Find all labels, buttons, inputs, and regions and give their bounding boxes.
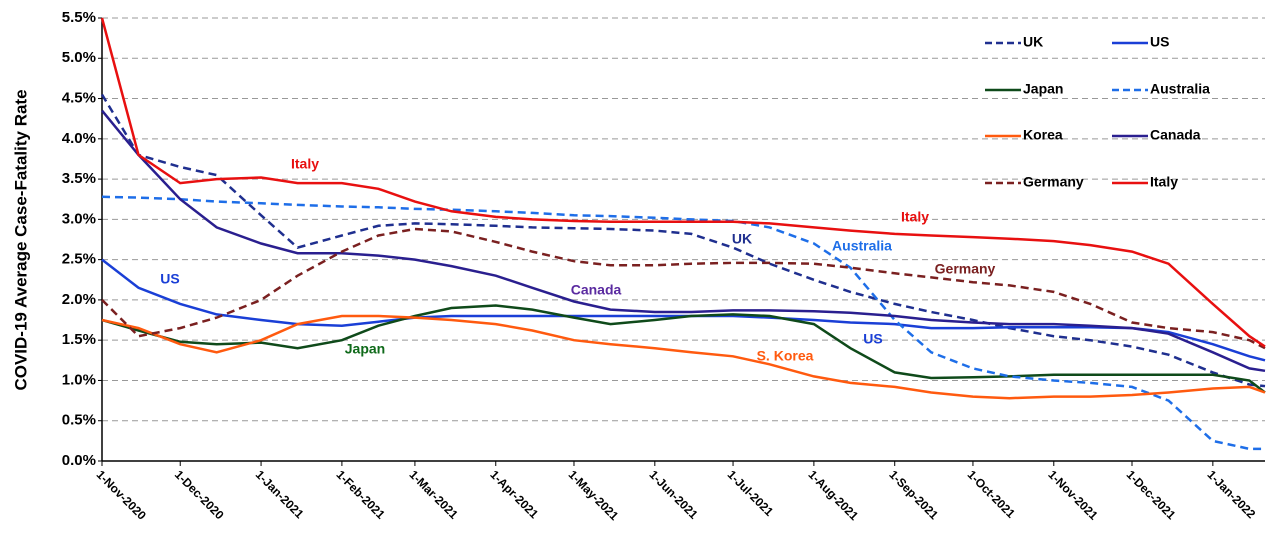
x-tick-label: 1-Jul-2021	[725, 467, 777, 519]
legend-label: Korea	[1023, 127, 1063, 143]
legend-label: Canada	[1150, 127, 1201, 143]
annotation: Japan	[345, 341, 385, 357]
x-tick-label: 1-Jan-2022	[1204, 467, 1258, 521]
legend-label: Australia	[1150, 81, 1210, 97]
series-line	[101, 314, 1266, 400]
y-tick-label: 1.0%	[62, 371, 96, 388]
annotation: S. Korea	[757, 348, 814, 364]
legend-label: US	[1150, 34, 1169, 50]
annotation: Germany	[935, 261, 996, 277]
x-tick-label: 1-Dec-2020	[172, 467, 227, 522]
annotation: Italy	[291, 156, 319, 172]
annotation: Italy	[901, 209, 929, 225]
series-line	[100, 93, 1266, 388]
y-tick-label: 5.0%	[62, 49, 96, 66]
x-tick-label: 1-Aug-2021	[806, 467, 862, 523]
annotation: US	[160, 271, 179, 287]
y-tick-label: 2.5%	[62, 251, 96, 268]
y-tick-label: 4.5%	[62, 90, 96, 107]
annotation: UK	[732, 231, 752, 247]
annotation: Australia	[832, 238, 892, 254]
x-tick-label: 1-Oct-2021	[965, 467, 1019, 521]
series-line	[101, 195, 1265, 451]
legend-label: UK	[1023, 34, 1043, 50]
x-tick-label: 1-May-2021	[566, 467, 622, 523]
x-tick-label: 1-Jan-2021	[253, 467, 307, 521]
y-tick-label: 5.5%	[62, 9, 96, 26]
x-tick-label: 1-Apr-2021	[487, 467, 541, 521]
x-tick-label: 1-Dec-2021	[1124, 467, 1179, 522]
y-tick-label: 3.0%	[62, 210, 96, 227]
y-tick-label: 3.5%	[62, 170, 96, 187]
annotation: Canada	[571, 282, 622, 298]
y-tick-label: 0.0%	[62, 452, 96, 469]
y-tick-label: 4.0%	[62, 130, 96, 147]
x-tick-label: 1-Feb-2021	[334, 467, 388, 521]
y-tick-label: 2.0%	[62, 291, 96, 308]
x-tick-label: 1-Nov-2020	[94, 467, 149, 522]
series-line	[101, 109, 1266, 373]
x-tick-label: 1-Mar-2021	[407, 467, 461, 521]
series-line	[101, 227, 1266, 350]
series-line	[100, 17, 1266, 348]
legend-label: Japan	[1023, 81, 1063, 97]
annotation: US	[863, 331, 882, 347]
y-tick-label: 1.5%	[62, 331, 96, 348]
x-tick-label: 1-Jun-2021	[646, 467, 700, 521]
legend-label: Germany	[1023, 174, 1084, 190]
y-tick-label: 0.5%	[62, 412, 96, 429]
x-tick-label: 1-Sep-2021	[886, 467, 941, 522]
series-line	[101, 304, 1266, 394]
y-axis-label: COVID-19 Average Case-Fatality Rate	[11, 89, 30, 390]
legend-label: Italy	[1150, 174, 1178, 190]
x-tick-label: 1-Nov-2021	[1045, 467, 1100, 522]
